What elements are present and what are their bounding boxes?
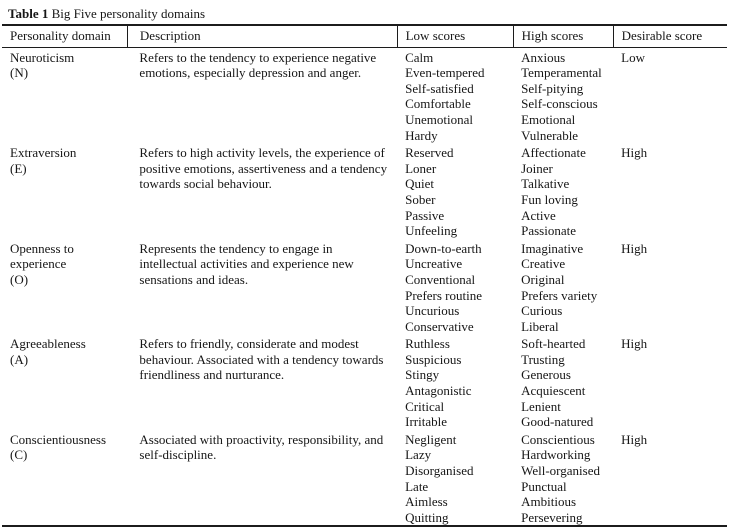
cell-personality-domain: Openness to experience (O) [2,239,127,335]
cell-description: Represents the tendency to engage in int… [139,240,354,287]
domain-abbr: (N) [10,65,29,81]
cell-description: Refers to high activity levels, the expe… [139,145,388,192]
cell-high-scores: Anxious Temperamental Self-pitying Self-… [521,49,602,143]
domain-name: Neuroticism [10,49,75,65]
table-row-openness: Openness to experience (O) Represents th… [2,239,727,335]
cell-low-scores: Reserved Loner Quiet Sober Passive Unfee… [405,145,458,239]
cell-low-scores: Calm Even-tempered Self-satisfied Comfor… [405,49,485,143]
domain-abbr: (C) [10,447,28,463]
column-header-high-scores: High scores [512,23,614,48]
cell-personality-domain: Conscientiousness (C) [2,429,128,527]
domain-name: Conscientiousness [10,431,107,447]
big-five-table: Personality domain Description Low score… [2,23,727,527]
cell-low-scores: Down-to-earth Uncreative Conventional Pr… [405,240,482,334]
header-row: Personality domain Description Low score… [2,23,727,48]
cell-desirable-score: High [613,429,727,527]
table-row-neuroticism: Neuroticism (N) Refers to the tendency t… [2,47,727,143]
column-header-low-scores: Low scores [396,23,514,48]
cell-desirable-score: Low [621,49,645,65]
cell-desirable-score: High [621,336,648,352]
domain-name: Openness to experience [10,240,74,272]
cell-high-scores: Conscientious Hardworking Well-organised… [513,429,614,527]
column-header-description: Description [126,23,398,48]
cell-description: Refers to friendly, considerate and mode… [139,336,384,383]
cell-personality-domain: Neuroticism (N) [2,47,127,143]
domain-abbr: (E) [10,160,27,176]
cell-low-scores: Ruthless Suspicious Stingy Antagonistic … [405,336,472,430]
cell-personality-domain: Extraversion (E) [2,143,127,239]
column-header-desirable-score: Desirable score [612,23,727,48]
cell-low-scores: Negligent Lazy Disorganised Late Aimless… [397,429,514,527]
table-row-extraversion: Extraversion (E) Refers to high activity… [2,143,727,239]
domain-name: Extraversion [10,145,77,161]
domain-name: Agreeableness [10,336,86,352]
table-caption-label: Table 1 [8,6,49,21]
table-caption: Table 1 Big Five personality domains [2,6,727,22]
cell-description: Associated with proactivity, responsibil… [127,429,398,527]
cell-high-scores: Imaginative Creative Original Prefers va… [521,240,598,334]
table-caption-text: Big Five personality domains [51,6,206,21]
column-header-personality-domain: Personality domain [2,23,128,48]
table-row-conscientiousness: Conscientiousness (C) Associated with pr… [2,429,727,527]
domain-abbr: (O) [10,271,29,287]
cell-desirable-score: High [621,240,648,256]
cell-description: Refers to the tendency to experience neg… [139,49,377,81]
cell-personality-domain: Agreeableness (A) [2,334,127,430]
domain-abbr: (A) [10,351,29,367]
cell-desirable-score: High [621,145,648,161]
cell-high-scores: Soft-hearted Trusting Generous Acquiesce… [521,336,594,430]
cell-high-scores: Affectionate Joiner Talkative Fun loving… [521,145,586,239]
table-row-agreeableness: Agreeableness (A) Refers to friendly, co… [2,334,727,430]
